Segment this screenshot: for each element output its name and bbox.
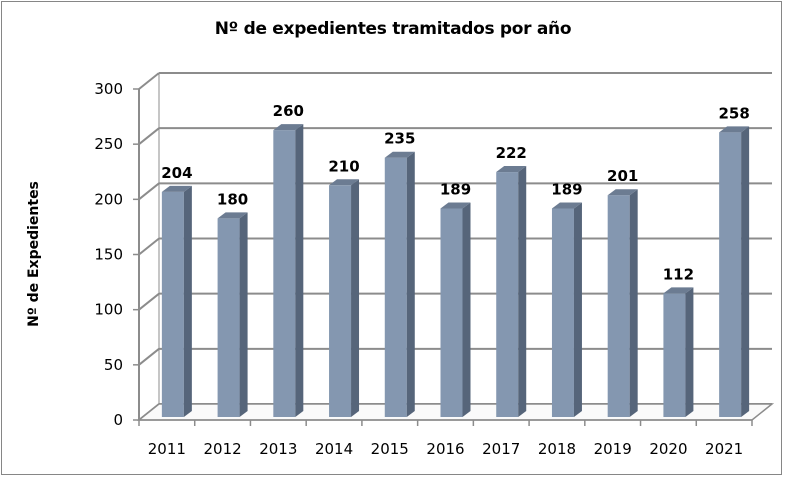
bar-front (161, 191, 184, 417)
bar-side (518, 166, 527, 417)
y-tick-label: 300 (94, 80, 123, 98)
bar (217, 212, 248, 417)
data-label: 112 (663, 265, 694, 283)
data-label: 235 (384, 130, 415, 148)
y-tick-label: 250 (94, 135, 123, 153)
gridline-side (138, 292, 160, 311)
bar-front (273, 130, 296, 417)
gridline-side (138, 237, 160, 256)
data-label: 258 (718, 104, 749, 122)
y-tick-label: 50 (104, 356, 123, 374)
bar (384, 151, 415, 417)
bar-top (384, 151, 415, 158)
data-label: 222 (496, 144, 527, 162)
bar (663, 287, 694, 417)
bar-front (440, 208, 463, 417)
data-label: 189 (551, 180, 582, 198)
x-tick-label: 2019 (594, 440, 632, 458)
x-tick-label: 2020 (649, 440, 687, 458)
data-label: 189 (440, 180, 471, 198)
x-tick-labels: 2011 2012 2013 2014 2015 2016 2017 2018 2019 2020… (148, 440, 743, 458)
gridline-side (138, 348, 160, 366)
y-tick-label: 100 (94, 301, 123, 319)
y-tick-label: 0 (113, 411, 123, 429)
data-label: 260 (273, 102, 304, 120)
bar-top (607, 189, 638, 196)
bar-front (496, 172, 519, 417)
y-tick-label: 150 (94, 246, 123, 264)
bar-side (629, 189, 638, 417)
gridline-side (138, 72, 160, 90)
bar-side (685, 287, 694, 417)
data-label: 210 (328, 157, 359, 175)
bar-side (741, 126, 750, 417)
x-tick-label: 2012 (203, 440, 241, 458)
bar-top (719, 126, 750, 133)
bar (551, 202, 582, 417)
bar-front (329, 185, 352, 417)
gridline-side (138, 127, 160, 145)
y-tick-labels: 0 50 100 150 200 250 300 (94, 80, 123, 429)
bar-top (496, 166, 527, 173)
bar-side (183, 185, 192, 417)
bar-top (161, 185, 192, 192)
bar (161, 185, 192, 417)
data-label: 204 (161, 164, 192, 182)
x-tick-label: 2018 (538, 440, 576, 458)
data-label: 201 (607, 167, 638, 185)
chart-title: Nº de expedientes tramitados por año (214, 19, 572, 39)
x-tick-label: 2011 (148, 440, 186, 458)
x-tick-label: 2014 (315, 440, 353, 458)
bar (273, 124, 304, 417)
bar-side (239, 212, 248, 417)
bar-front (663, 293, 686, 417)
x-tick-label: 2013 (259, 440, 297, 458)
bar-top (440, 202, 471, 209)
bar-front (607, 195, 630, 417)
bar-top (663, 287, 694, 294)
bar-top (329, 179, 360, 186)
bar-top (217, 212, 248, 219)
bar-front (719, 132, 742, 417)
bar (496, 166, 527, 417)
y-tick-label: 200 (94, 190, 123, 208)
bar-side (462, 202, 471, 417)
bar-front (217, 218, 240, 417)
bar-side (351, 179, 360, 417)
bar (329, 179, 360, 417)
bar-top (273, 124, 304, 131)
bar-side (406, 151, 415, 417)
data-labels: 204 180 260 210 235 189 222 189 201 112 258 (161, 102, 750, 283)
axes (133, 88, 753, 426)
bar-side (295, 124, 304, 417)
bars (161, 124, 750, 417)
bar-front (551, 208, 574, 417)
x-tick-label: 2021 (705, 440, 743, 458)
bar (607, 189, 638, 417)
bar-front (384, 157, 407, 417)
x-tick-label: 2016 (426, 440, 464, 458)
bar (440, 202, 471, 417)
bar-top (551, 202, 582, 209)
x-tick-label: 2015 (371, 440, 409, 458)
data-label: 180 (217, 190, 248, 208)
x-tick-label: 2017 (482, 440, 520, 458)
bar (719, 126, 750, 417)
gridline-side (138, 182, 160, 201)
bar-side (573, 202, 582, 417)
